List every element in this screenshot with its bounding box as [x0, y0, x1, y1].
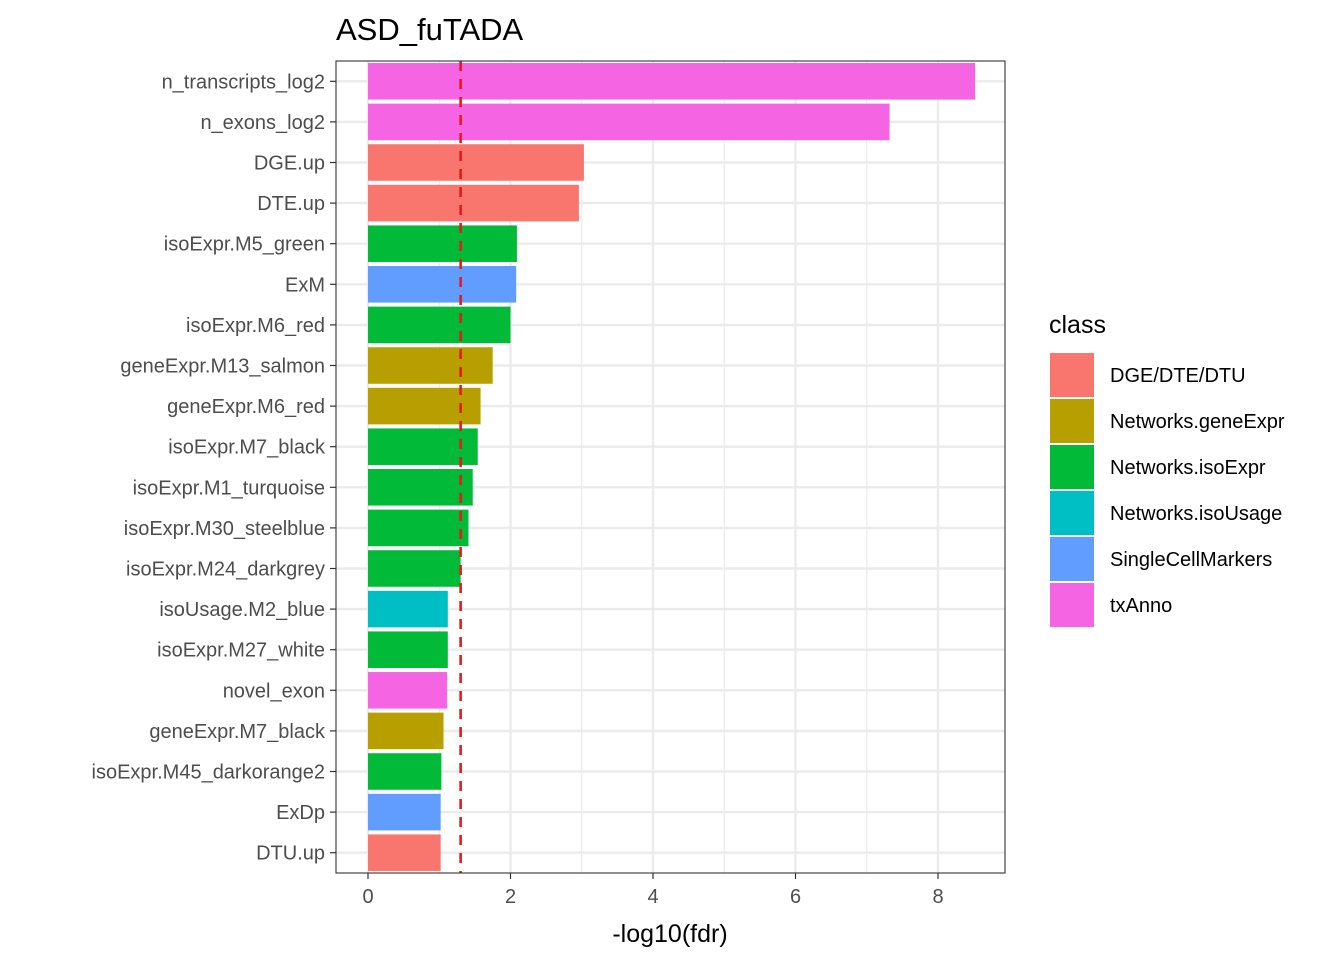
y-axis: n_transcripts_log2 n_exons_log2 DGE.up DTE.… — [92, 71, 336, 865]
x-tick-label: 4 — [647, 886, 658, 908]
y-tick-label: ExDp — [276, 802, 325, 824]
bar — [368, 306, 511, 344]
bar — [368, 266, 517, 303]
y-tick-label: n_transcripts_log2 — [162, 71, 325, 93]
bars-group — [368, 63, 976, 871]
y-tick-label: ExM — [285, 274, 325, 296]
bar — [368, 672, 448, 709]
x-tick-label: 8 — [932, 886, 943, 908]
legend-label: Networks.isoExpr — [1110, 457, 1266, 479]
y-tick-label: DTE.up — [257, 193, 325, 215]
bar — [368, 387, 481, 425]
bar — [368, 225, 517, 262]
y-tick-label: geneExpr.M6_red — [167, 396, 325, 418]
legend-label: txAnno — [1110, 595, 1172, 617]
bar — [368, 631, 448, 668]
legend-key — [1050, 491, 1094, 535]
bar — [368, 753, 442, 790]
y-tick-label: isoExpr.M7_black — [168, 437, 326, 459]
y-tick-label: isoExpr.M30_steelblue — [124, 518, 325, 540]
y-tick-label: isoUsage.M2_blue — [159, 599, 325, 621]
legend-key — [1050, 445, 1094, 489]
bar — [368, 550, 461, 587]
y-tick-label: DGE.up — [254, 153, 325, 175]
y-tick-label: isoExpr.M27_white — [157, 640, 325, 662]
legend-key — [1050, 399, 1094, 443]
legend-title: class — [1049, 311, 1106, 339]
x-tick-label: 6 — [790, 886, 801, 908]
y-tick-label: geneExpr.M13_salmon — [120, 356, 325, 378]
chart-title: ASD_fuTADA — [336, 12, 524, 47]
bar — [368, 793, 441, 831]
plot-panel — [336, 61, 1005, 873]
bar — [368, 144, 584, 181]
bar — [368, 103, 890, 141]
legend-key — [1050, 583, 1094, 627]
x-axis: 0 2 4 6 8 — [362, 873, 944, 908]
y-tick-label: isoExpr.M24_darkgrey — [126, 559, 325, 581]
y-tick-label: n_exons_log2 — [200, 112, 325, 134]
legend-label: Networks.geneExpr — [1110, 411, 1285, 433]
legend-label: DGE/DTE/DTU — [1110, 365, 1246, 387]
y-tick-label: DTU.up — [256, 843, 325, 865]
bar — [368, 834, 441, 871]
bar — [368, 712, 444, 750]
y-tick-label: isoExpr.M6_red — [186, 315, 325, 337]
bar — [368, 590, 448, 628]
legend: DGE/DTE/DTU Networks.geneExpr Networks.iso… — [1050, 353, 1285, 627]
plot-panel-border — [335, 60, 1006, 874]
bar — [368, 509, 469, 547]
x-tick-label: 2 — [505, 886, 516, 908]
legend-key — [1050, 353, 1094, 397]
bar — [368, 184, 579, 222]
y-tick-label: geneExpr.M7_black — [149, 721, 326, 743]
bar — [368, 347, 493, 384]
y-tick-label: isoExpr.M5_green — [164, 234, 325, 256]
bar — [368, 469, 473, 506]
y-tick-label: novel_exon — [223, 680, 325, 702]
x-axis-title: -log10(fdr) — [612, 920, 727, 948]
x-tick-label: 0 — [362, 886, 373, 908]
y-tick-label: isoExpr.M1_turquoise — [133, 477, 325, 499]
legend-label: Networks.isoUsage — [1110, 503, 1282, 525]
legend-key — [1050, 537, 1094, 581]
legend-label: SingleCellMarkers — [1110, 549, 1272, 571]
y-tick-label: isoExpr.M45_darkorange2 — [92, 762, 325, 784]
bar — [368, 63, 976, 100]
